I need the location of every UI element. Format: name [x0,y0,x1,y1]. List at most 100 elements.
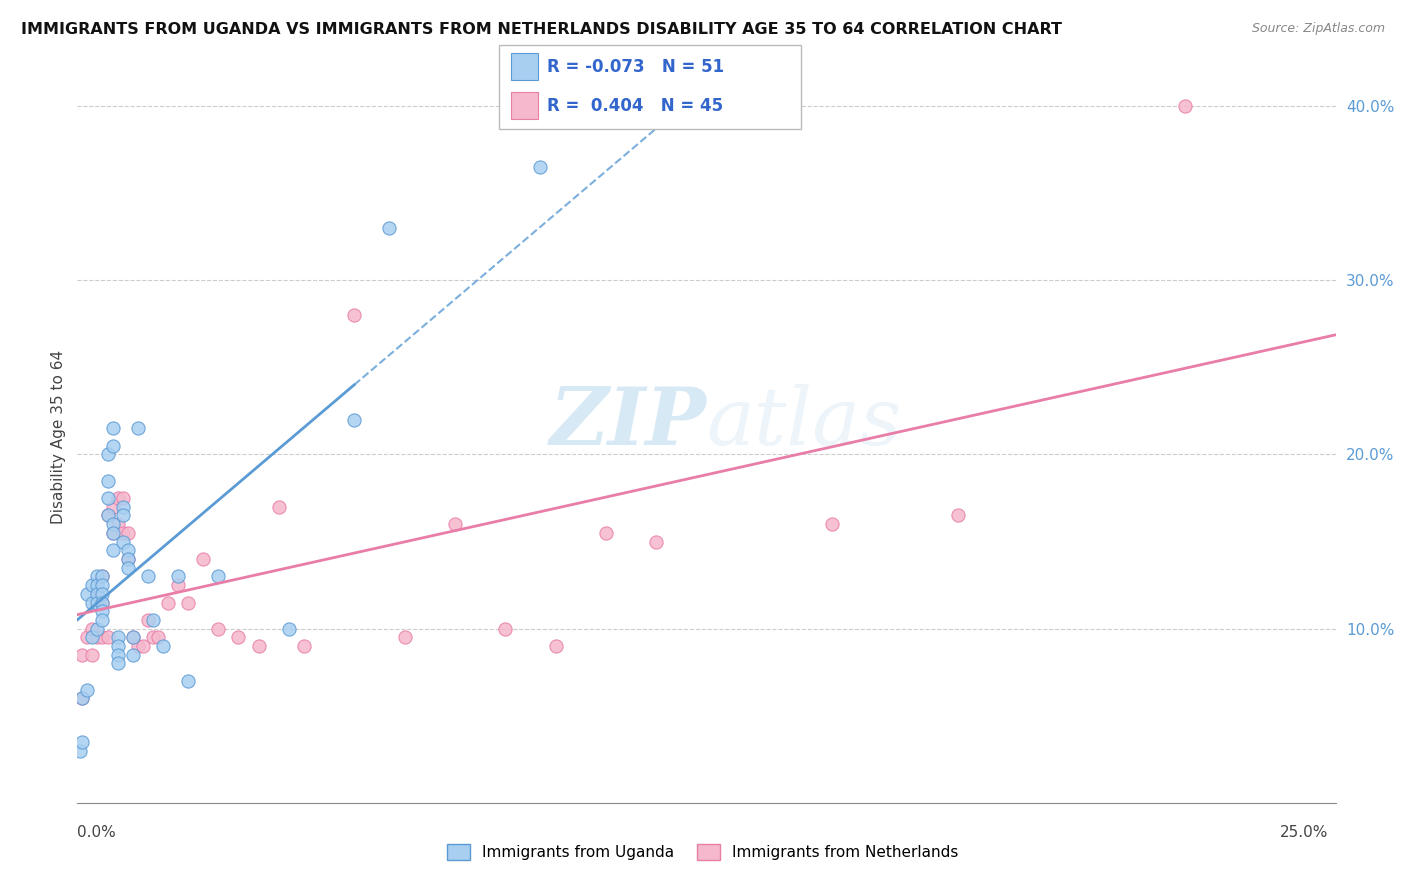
Point [69,743,91,757]
Point [82,595,104,609]
Point [132,639,155,653]
Point [101,439,124,453]
Point [72,691,94,706]
Point [91,569,114,583]
Point [82,631,104,645]
Point [76,631,98,645]
Point [111,508,134,523]
Point [111,500,134,514]
Point [82,648,104,662]
Point [82,578,104,592]
Point [207,569,229,583]
Point [494,622,516,636]
Point [111,491,134,505]
Point [86,578,108,592]
Point [111,534,134,549]
Point [127,639,149,653]
Point [101,525,124,540]
Point [247,639,270,653]
Point [86,569,108,583]
Point [91,595,114,609]
Text: Source: ZipAtlas.com: Source: ZipAtlas.com [1251,22,1385,36]
Point [76,587,98,601]
Point [96,474,118,488]
Point [91,578,114,592]
Text: atlas: atlas [707,384,901,461]
Point [595,525,617,540]
Text: IMMIGRANTS FROM UGANDA VS IMMIGRANTS FROM NETHERLANDS DISABILITY AGE 35 TO 64 CO: IMMIGRANTS FROM UGANDA VS IMMIGRANTS FRO… [21,22,1062,37]
Point [142,631,165,645]
Point [117,543,139,558]
Point [156,595,179,609]
Point [101,543,124,558]
Point [107,657,129,671]
Point [91,604,114,618]
Point [111,525,134,540]
Text: ZIP: ZIP [550,384,707,461]
Point [121,631,143,645]
Point [101,517,124,532]
Point [127,421,149,435]
Text: R =  0.404   N = 45: R = 0.404 N = 45 [547,96,724,114]
Point [146,631,169,645]
Point [394,631,416,645]
Point [91,613,114,627]
Point [152,639,174,653]
Point [444,517,467,532]
Point [107,517,129,532]
Point [142,613,165,627]
Point [177,595,200,609]
Point [72,691,94,706]
Point [948,508,970,523]
Point [378,221,401,235]
Text: R = -0.073   N = 51: R = -0.073 N = 51 [547,58,724,76]
Point [1174,99,1197,113]
Point [107,631,129,645]
Point [191,552,215,566]
Point [101,421,124,435]
Point [821,517,844,532]
Y-axis label: Disability Age 35 to 64: Disability Age 35 to 64 [51,350,66,524]
Point [96,448,118,462]
Point [107,648,129,662]
Point [117,560,139,574]
Point [121,631,143,645]
Point [86,595,108,609]
FancyBboxPatch shape [499,45,801,129]
Point [167,569,190,583]
Point [177,673,200,688]
Point [136,569,159,583]
Point [82,622,104,636]
Point [86,587,108,601]
Point [72,735,94,749]
Point [117,552,139,566]
FancyBboxPatch shape [512,92,538,120]
Point [529,160,551,174]
Point [86,631,108,645]
Point [96,508,118,523]
Point [107,639,129,653]
Point [207,622,229,636]
Point [91,569,114,583]
Point [121,648,143,662]
Point [107,491,129,505]
Point [96,491,118,505]
Point [167,578,190,592]
Point [544,639,567,653]
Point [343,412,366,426]
Text: 25.0%: 25.0% [1281,825,1329,840]
Point [91,587,114,601]
Point [228,631,250,645]
Point [277,622,299,636]
Point [267,500,290,514]
Point [72,648,94,662]
Point [136,613,159,627]
Legend: Immigrants from Uganda, Immigrants from Netherlands: Immigrants from Uganda, Immigrants from … [441,838,965,866]
Point [117,525,139,540]
Point [76,682,98,697]
Point [645,534,668,549]
Point [117,552,139,566]
Text: 0.0%: 0.0% [77,825,117,840]
Point [86,622,108,636]
Point [86,587,108,601]
